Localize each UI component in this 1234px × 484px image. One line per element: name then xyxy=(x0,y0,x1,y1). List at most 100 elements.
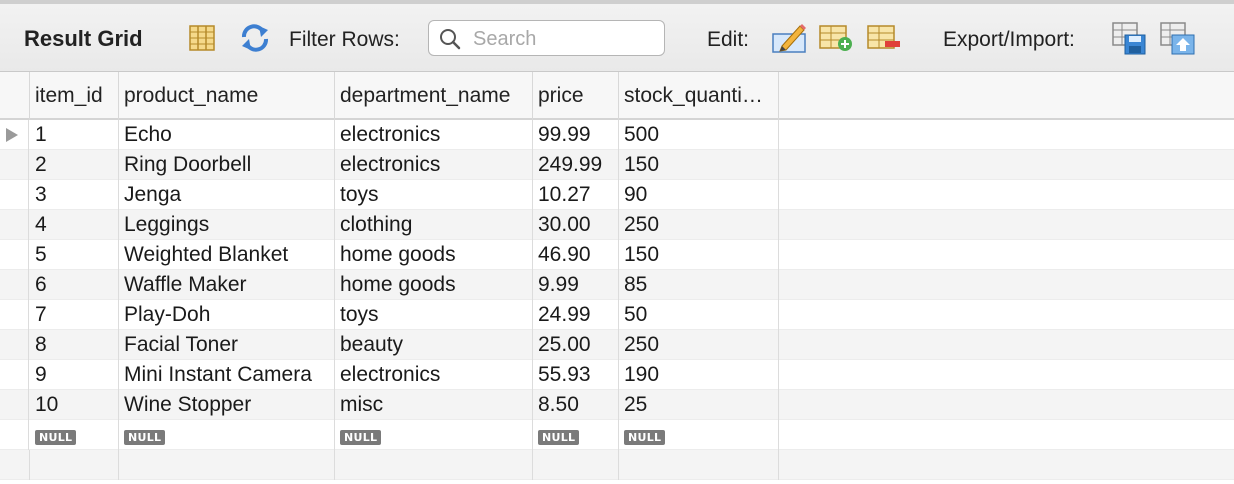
row-header[interactable] xyxy=(0,390,29,420)
import-icon[interactable] xyxy=(1158,20,1196,56)
product-name-cell[interactable]: Play-Doh xyxy=(119,300,335,330)
item-id-cell[interactable]: 4 xyxy=(30,210,119,240)
stock-quantity-cell[interactable]: 250 xyxy=(619,210,779,240)
export-import-label: Export/Import: xyxy=(943,28,1075,51)
price-cell[interactable]: 46.90 xyxy=(533,240,619,270)
column-header-item-id[interactable]: item_id xyxy=(30,72,119,120)
product-name-cell[interactable]: Leggings xyxy=(119,210,335,240)
price-cell[interactable]: 24.99 xyxy=(533,300,619,330)
table-row[interactable]: 6 Waffle Maker home goods 9.99 85 xyxy=(0,270,1234,300)
department-name-cell[interactable]: misc xyxy=(335,390,533,420)
product-name-cell[interactable]: Wine Stopper xyxy=(119,390,335,420)
row-header[interactable] xyxy=(0,420,29,450)
department-name-cell[interactable]: toys xyxy=(335,300,533,330)
product-name-cell[interactable]: Waffle Maker xyxy=(119,270,335,300)
table-row[interactable]: 1 Echo electronics 99.99 500 xyxy=(0,120,1234,150)
table-row[interactable]: 9 Mini Instant Camera electronics 55.93 190 xyxy=(0,360,1234,390)
department-name-cell[interactable]: home goods xyxy=(335,240,533,270)
add-row-icon[interactable] xyxy=(817,20,855,56)
column-header-stock-quantity[interactable]: stock_quanti… xyxy=(619,72,779,120)
price-cell[interactable]: NULL xyxy=(533,420,619,450)
form-view-icon[interactable] xyxy=(184,20,222,56)
stock-quantity-cell[interactable]: 150 xyxy=(619,240,779,270)
search-input[interactable] xyxy=(473,25,659,53)
table-row[interactable]: 3 Jenga toys 10.27 90 xyxy=(0,180,1234,210)
department-name-cell[interactable]: electronics xyxy=(335,150,533,180)
product-name-cell[interactable]: Ring Doorbell xyxy=(119,150,335,180)
product-name-cell[interactable]: Facial Toner xyxy=(119,330,335,360)
price-cell[interactable]: 249.99 xyxy=(533,150,619,180)
row-header[interactable] xyxy=(0,360,29,390)
department-name-cell[interactable]: NULL xyxy=(335,420,533,450)
table-row[interactable]: 4 Leggings clothing 30.00 250 xyxy=(0,210,1234,240)
row-header[interactable] xyxy=(0,150,29,180)
stock-quantity-cell[interactable]: 90 xyxy=(619,180,779,210)
row-header[interactable] xyxy=(0,240,29,270)
price-cell[interactable]: 8.50 xyxy=(533,390,619,420)
filter-search-box[interactable] xyxy=(428,20,665,56)
product-name-cell[interactable]: Echo xyxy=(119,120,335,150)
column-divider xyxy=(334,450,335,480)
table-row[interactable]: 2 Ring Doorbell electronics 249.99 150 xyxy=(0,150,1234,180)
column-header-department-name[interactable]: department_name xyxy=(335,72,533,120)
stock-quantity-cell[interactable]: 500 xyxy=(619,120,779,150)
row-header[interactable] xyxy=(0,300,29,330)
item-id-cell[interactable]: 10 xyxy=(30,390,119,420)
department-name-cell[interactable]: clothing xyxy=(335,210,533,240)
column-header-price[interactable]: price xyxy=(533,72,619,120)
stock-quantity-cell[interactable]: 50 xyxy=(619,300,779,330)
stock-quantity-cell[interactable]: 150 xyxy=(619,150,779,180)
stock-quantity-cell[interactable]: 25 xyxy=(619,390,779,420)
row-header[interactable] xyxy=(0,180,29,210)
table-row[interactable]: 5 Weighted Blanket home goods 46.90 150 xyxy=(0,240,1234,270)
edit-label: Edit: xyxy=(707,28,750,51)
department-name-cell[interactable]: toys xyxy=(335,180,533,210)
price-cell[interactable]: 30.00 xyxy=(533,210,619,240)
row-header[interactable] xyxy=(0,330,29,360)
item-id-cell[interactable]: 2 xyxy=(30,150,119,180)
refresh-icon[interactable] xyxy=(236,20,274,56)
item-id-cell[interactable]: 5 xyxy=(30,240,119,270)
item-id-cell[interactable]: 9 xyxy=(30,360,119,390)
grid-header: item_id product_name department_name pri… xyxy=(0,72,1234,120)
stock-quantity-cell[interactable]: 250 xyxy=(619,330,779,360)
stock-quantity-cell[interactable]: 85 xyxy=(619,270,779,300)
department-name-cell[interactable]: home goods xyxy=(335,270,533,300)
stock-quantity-cell[interactable]: NULL xyxy=(619,420,779,450)
column-divider xyxy=(118,450,119,480)
product-name-cell[interactable]: Jenga xyxy=(119,180,335,210)
null-badge: NULL xyxy=(35,430,77,445)
table-row[interactable]: 7 Play-Doh toys 24.99 50 xyxy=(0,300,1234,330)
department-name-cell[interactable]: electronics xyxy=(335,360,533,390)
department-name-cell[interactable]: electronics xyxy=(335,120,533,150)
department-name-cell[interactable]: beauty xyxy=(335,330,533,360)
item-id-cell[interactable]: 3 xyxy=(30,180,119,210)
price-cell[interactable]: 9.99 xyxy=(533,270,619,300)
price-cell[interactable]: 10.27 xyxy=(533,180,619,210)
table-row[interactable]: 8 Facial Toner beauty 25.00 250 xyxy=(0,330,1234,360)
row-header[interactable] xyxy=(0,210,29,240)
product-name-cell[interactable]: Mini Instant Camera xyxy=(119,360,335,390)
row-header[interactable] xyxy=(0,120,29,150)
stock-quantity-cell[interactable]: 190 xyxy=(619,360,779,390)
item-id-cell[interactable]: 8 xyxy=(30,330,119,360)
result-grid: item_id product_name department_name pri… xyxy=(0,72,1234,484)
delete-row-icon[interactable] xyxy=(865,20,903,56)
table-row[interactable]: 10 Wine Stopper misc 8.50 25 xyxy=(0,390,1234,420)
price-cell[interactable]: 99.99 xyxy=(533,120,619,150)
export-icon[interactable] xyxy=(1110,20,1148,56)
item-id-cell[interactable]: 1 xyxy=(30,120,119,150)
edit-cell-icon[interactable] xyxy=(770,20,808,56)
empty-row xyxy=(0,450,1234,480)
price-cell[interactable]: 25.00 xyxy=(533,330,619,360)
item-id-cell[interactable]: 7 xyxy=(30,300,119,330)
row-header[interactable] xyxy=(0,270,29,300)
column-header-product-name[interactable]: product_name xyxy=(119,72,335,120)
price-cell[interactable]: 55.93 xyxy=(533,360,619,390)
item-id-cell[interactable]: 6 xyxy=(30,270,119,300)
product-name-cell[interactable]: NULL xyxy=(119,420,335,450)
new-row-placeholder[interactable]: NULL NULL NULL NULL NULL xyxy=(0,420,1234,450)
row-header-corner xyxy=(0,72,30,120)
product-name-cell[interactable]: Weighted Blanket xyxy=(119,240,335,270)
item-id-cell[interactable]: NULL xyxy=(30,420,119,450)
